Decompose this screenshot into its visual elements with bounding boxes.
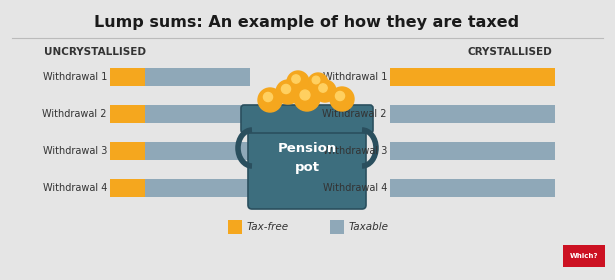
Circle shape: [312, 76, 320, 84]
Bar: [145, 179, 250, 197]
Text: UNCRYSTALLISED: UNCRYSTALLISED: [44, 47, 146, 57]
Bar: [563, 245, 605, 267]
FancyBboxPatch shape: [248, 111, 366, 209]
Bar: [228, 220, 242, 234]
Bar: [330, 220, 344, 234]
Text: Withdrawal 1: Withdrawal 1: [323, 72, 387, 82]
Bar: [110, 142, 145, 160]
Text: Withdrawal 3: Withdrawal 3: [323, 146, 387, 156]
Circle shape: [335, 92, 344, 101]
Text: CRYSTALLISED: CRYSTALLISED: [467, 47, 552, 57]
Bar: [145, 68, 250, 86]
Bar: [145, 142, 250, 160]
Circle shape: [282, 85, 290, 94]
Text: Withdrawal 4: Withdrawal 4: [323, 183, 387, 193]
Text: Pension
pot: Pension pot: [277, 143, 336, 174]
Bar: [110, 105, 145, 123]
Circle shape: [276, 80, 300, 104]
Circle shape: [330, 87, 354, 111]
Text: Withdrawal 3: Withdrawal 3: [42, 146, 107, 156]
Bar: [110, 179, 145, 197]
Circle shape: [258, 88, 282, 112]
Bar: [145, 105, 250, 123]
Circle shape: [308, 73, 328, 93]
Text: Withdrawal 2: Withdrawal 2: [42, 109, 107, 119]
Bar: [390, 105, 555, 123]
Bar: [390, 68, 555, 86]
Text: Withdrawal 4: Withdrawal 4: [42, 183, 107, 193]
Text: Withdrawal 1: Withdrawal 1: [42, 72, 107, 82]
Circle shape: [294, 85, 320, 111]
Circle shape: [287, 71, 309, 93]
Circle shape: [300, 90, 310, 100]
Text: Taxable: Taxable: [349, 222, 389, 232]
Circle shape: [319, 84, 327, 92]
Bar: [390, 179, 555, 197]
Circle shape: [263, 92, 272, 102]
Text: Lump sums: An example of how they are taxed: Lump sums: An example of how they are ta…: [95, 15, 520, 29]
Circle shape: [292, 75, 300, 83]
Circle shape: [314, 80, 336, 102]
Bar: [110, 68, 145, 86]
Text: Withdrawal 2: Withdrawal 2: [322, 109, 387, 119]
FancyBboxPatch shape: [241, 105, 373, 133]
Text: Tax-free: Tax-free: [247, 222, 289, 232]
Bar: [390, 142, 555, 160]
Text: Which?: Which?: [569, 253, 598, 259]
